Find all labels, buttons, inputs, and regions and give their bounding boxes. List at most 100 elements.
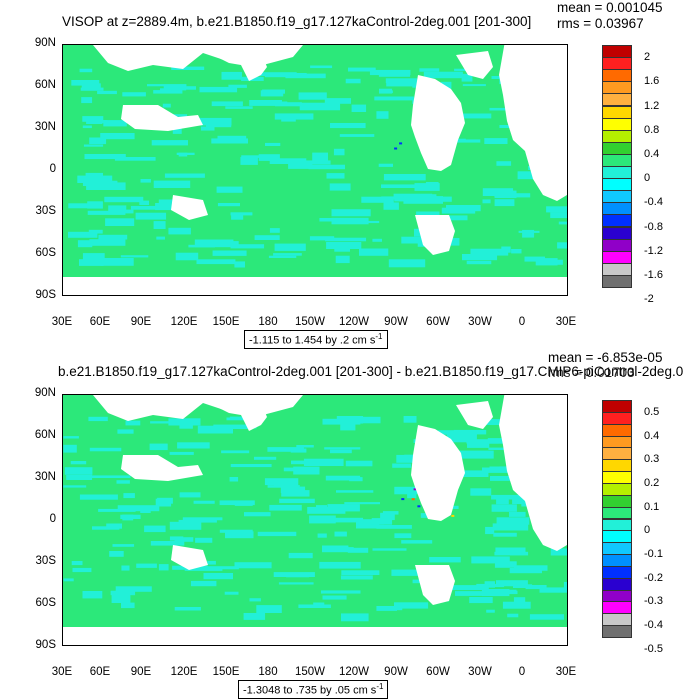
cyan-patch — [228, 84, 247, 88]
cyan-patch — [175, 252, 199, 261]
cyan-patch — [340, 423, 356, 431]
cyan-patch — [177, 442, 210, 449]
cyan-patch — [219, 529, 253, 533]
cyan-patch — [207, 560, 216, 565]
cyan-patch — [224, 591, 239, 595]
cyan-patch — [274, 113, 314, 120]
cyan-patch — [383, 174, 426, 181]
cyan-patch — [418, 194, 437, 202]
cyan-patch — [84, 154, 126, 160]
cyan-patch — [466, 260, 492, 265]
cyan-patch — [194, 239, 234, 248]
land-mask — [63, 627, 567, 645]
cyan-patch — [79, 68, 93, 73]
cyan-patch — [174, 537, 194, 542]
cyan-patch — [82, 125, 92, 129]
cyan-patch — [82, 180, 118, 186]
cyan-patch — [493, 532, 517, 537]
cyan-patch — [86, 182, 126, 190]
cyan-patch — [136, 563, 157, 568]
colorbar-label: -1.2 — [644, 244, 663, 257]
cyan-patch — [82, 591, 103, 599]
cyan-patch — [322, 418, 361, 425]
cyan-patch — [249, 100, 282, 106]
cyan-patch — [171, 66, 205, 70]
cyan-patch — [85, 172, 103, 178]
cyan-patch — [288, 552, 313, 559]
lat-tick-label: 60S — [35, 597, 56, 609]
colorbar-label: -0.4 — [644, 196, 663, 209]
cyan-patch — [153, 221, 166, 229]
cyan-patch — [230, 212, 253, 216]
cyan-patch — [312, 152, 328, 161]
land-mask — [456, 401, 493, 429]
cyan-patch — [524, 256, 545, 262]
cyan-patch — [325, 237, 367, 242]
cyan-patch — [86, 118, 103, 124]
cyan-patch — [230, 464, 272, 468]
cyan-patch — [539, 587, 567, 593]
cyan-patch — [485, 526, 495, 535]
cyan-patch — [122, 92, 146, 97]
cyan-patch — [381, 196, 423, 200]
lat-tick-label: 0 — [49, 513, 56, 525]
cyan-patch — [63, 485, 87, 488]
cyan-patch — [163, 84, 187, 91]
colorbar-label: 2 — [644, 51, 651, 64]
cyan-patch — [374, 96, 414, 101]
cyan-patch — [281, 490, 310, 497]
land-mask — [213, 395, 267, 431]
map-svg — [63, 45, 567, 295]
lon-tick-label: 120W — [338, 666, 370, 678]
cyan-patch — [103, 120, 127, 127]
cyan-patch — [345, 78, 361, 84]
cyan-patch — [115, 586, 152, 592]
cyan-patch — [329, 183, 351, 191]
cyan-patch — [156, 236, 165, 240]
cyan-patch — [212, 250, 247, 256]
range-text: -1.115 to 1.454 by .2 cm s — [249, 334, 376, 347]
cyan-patch — [63, 578, 74, 582]
cyan-patch — [158, 564, 169, 571]
range-unit-exponent: -1 — [375, 332, 383, 341]
colorbar-label: 0.2 — [644, 476, 660, 489]
land-mask — [411, 425, 465, 521]
cyan-patch — [90, 475, 131, 478]
cyan-patch — [125, 420, 141, 426]
colorbar-label: 0.5 — [644, 405, 660, 418]
cyan-patch — [513, 584, 533, 588]
cyan-patch — [231, 213, 244, 220]
colorbar-label: 0.3 — [644, 453, 660, 466]
anomaly-speckle — [451, 514, 455, 517]
cyan-patch — [153, 180, 191, 188]
colorbar-label: 0.4 — [644, 147, 660, 160]
cyan-patch — [331, 209, 371, 217]
lon-tick-label: 60E — [89, 316, 111, 328]
cyan-patch — [394, 602, 429, 609]
lat-tick-label: 30N — [34, 471, 56, 483]
land-mask — [415, 565, 455, 605]
cyan-patch — [381, 184, 420, 188]
cyan-patch — [347, 547, 369, 553]
cyan-patch — [121, 565, 130, 571]
cyan-patch — [112, 544, 135, 547]
cyan-patch — [288, 161, 313, 169]
cyan-patch — [217, 135, 247, 143]
cyan-patch — [64, 467, 93, 475]
cyan-patch — [308, 164, 345, 170]
cyan-patch — [298, 604, 331, 608]
colorbar-swatch — [602, 274, 632, 288]
cyan-patch — [378, 163, 393, 167]
cyan-patch — [68, 203, 91, 209]
anomaly-speckle — [413, 488, 417, 491]
cyan-patch — [100, 133, 135, 140]
cyan-patch — [267, 447, 304, 452]
cyan-patch — [407, 493, 417, 499]
cyan-patch — [378, 74, 411, 77]
lat-tick-label: 60N — [34, 79, 56, 91]
cyan-patch — [225, 531, 254, 539]
cyan-patch — [513, 597, 526, 604]
cyan-patch — [211, 101, 243, 107]
colorbar-label: -0.5 — [644, 642, 663, 655]
lon-tick-label: 150E — [212, 316, 240, 328]
